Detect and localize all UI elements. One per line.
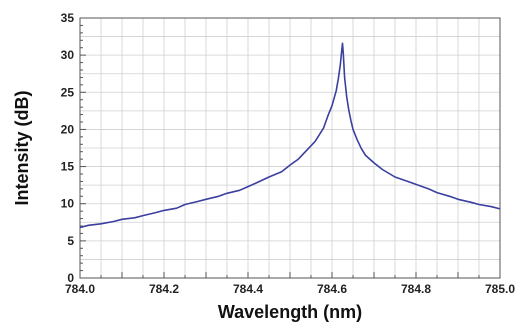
y-tick-label: 10 (61, 197, 75, 211)
grid (80, 18, 500, 278)
series-line (79, 42, 501, 229)
y-tick-label: 20 (61, 122, 75, 136)
x-tick-label: 784.2 (149, 282, 179, 296)
y-tick-label: 30 (61, 48, 75, 62)
y-tick-label: 15 (61, 160, 75, 174)
y-tick-label: 35 (61, 11, 75, 25)
y-axis-title: Intensity (dB) (12, 90, 32, 205)
axis-ticks (79, 17, 501, 279)
y-tick-label: 0 (67, 271, 74, 285)
x-tick-label: 784.4 (233, 282, 263, 296)
x-tick-label: 784.8 (401, 282, 431, 296)
x-tick-label: 784.6 (317, 282, 347, 296)
x-tick-label: 784.0 (65, 282, 95, 296)
x-axis-title: Wavelength (nm) (218, 302, 362, 322)
y-tick-label: 5 (67, 234, 74, 248)
tick-labels: 784.0 784.2 784.4 784.6 784.8 785.0 0 5 10 15 20 25… (61, 11, 516, 296)
x-tick-label: 785.0 (485, 282, 515, 296)
y-tick-label: 25 (61, 85, 75, 99)
